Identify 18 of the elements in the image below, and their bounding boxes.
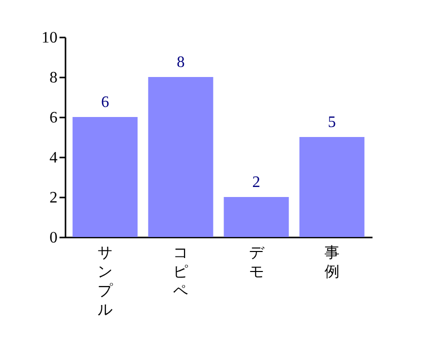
x-tick-label: 事例 [324,244,340,280]
data-label: 5 [328,114,336,131]
bar [148,77,214,237]
data-label: 8 [176,54,185,71]
bar [299,137,364,237]
y-tick-label: 8 [50,70,58,86]
y-tick-label: 2 [50,190,58,206]
bar [224,197,289,237]
y-tick-label: 6 [50,110,58,126]
data-label: 6 [101,94,110,111]
y-tick-label: 10 [42,30,58,46]
data-label: 2 [252,174,260,191]
x-tick-label: コピペ [173,246,188,300]
bar [72,117,138,237]
y-tick-label: 4 [50,150,58,166]
y-tick-label: 0 [50,230,58,246]
x-tick-label: サンプル [98,246,114,318]
x-tick-label: デモ [248,246,265,280]
